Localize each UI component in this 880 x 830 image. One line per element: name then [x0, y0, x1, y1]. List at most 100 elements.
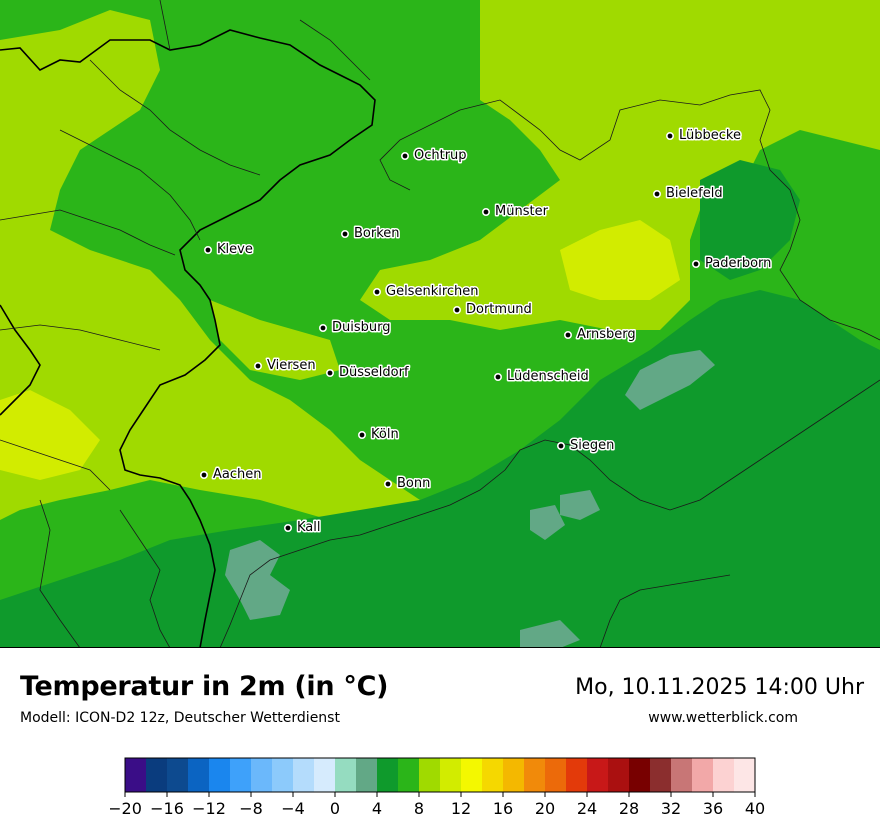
svg-text:Kall: Kall: [297, 520, 321, 535]
svg-text:Köln: Köln: [371, 427, 399, 442]
legend-swatch: [335, 758, 357, 792]
svg-text:Dortmund: Dortmund: [466, 302, 532, 317]
legend-swatch: [713, 758, 735, 792]
legend-tick-label: 8: [414, 799, 424, 818]
svg-text:Kleve: Kleve: [217, 242, 253, 257]
city-arnsberg[interactable]: Arnsberg: [563, 326, 637, 344]
svg-text:Siegen: Siegen: [570, 438, 614, 453]
city-markers: Lübbecke Ochtrup Bielefeld Münster Borke…: [200, 127, 773, 537]
legend-swatch: [377, 758, 399, 792]
svg-text:Bonn: Bonn: [397, 476, 430, 491]
legend-swatch: [188, 758, 210, 792]
svg-text:Viersen: Viersen: [267, 358, 316, 373]
temp-zone-hot-east: [560, 220, 680, 300]
temp-zone-warm-north: [360, 0, 880, 330]
legend-colorbar: −20 −16 −12 −8 −4 0 4 8 12 16 20 24 28 32 36 40: [108, 757, 765, 818]
city-kleve[interactable]: Kleve: [204, 241, 254, 259]
legend-swatch: [251, 758, 273, 792]
forecast-datetime: Mo, 10.11.2025 14:00 Uhr: [575, 675, 864, 700]
city-siegen[interactable]: Siegen: [556, 437, 616, 455]
svg-text:Bielefeld: Bielefeld: [666, 186, 723, 201]
legend-swatch: [356, 758, 378, 792]
svg-text:Aachen: Aachen: [213, 467, 261, 482]
legend-swatch: [503, 758, 525, 792]
model-info: Modell: ICON-D2 12z, Deutscher Wetterdie…: [20, 710, 340, 726]
city-kall[interactable]: Kall: [283, 519, 322, 537]
legend-tick-label: 12: [451, 799, 471, 818]
legend-swatch: [167, 758, 189, 792]
legend-swatch: [230, 758, 252, 792]
svg-text:Arnsberg: Arnsberg: [577, 327, 636, 342]
legend-tick-label: 36: [703, 799, 723, 818]
temp-zone-cold-eifel: [225, 540, 290, 620]
legend-tick-label: −12: [192, 799, 226, 818]
legend-swatch: [734, 758, 756, 792]
temp-zone-warm-west: [0, 10, 420, 530]
legend-tick-label: 32: [661, 799, 681, 818]
legend-tick-label: −4: [281, 799, 305, 818]
legend-swatch: [650, 758, 672, 792]
city-viersen[interactable]: Viersen: [254, 357, 317, 375]
city-bonn[interactable]: Bonn: [383, 475, 432, 493]
legend-tick-label: 24: [577, 799, 597, 818]
city-gelsenkirchen[interactable]: Gelsenkirchen: [372, 283, 480, 301]
svg-text:Ochtrup: Ochtrup: [414, 148, 467, 163]
legend-swatch: [272, 758, 294, 792]
temp-zone-warm-center: [210, 300, 340, 380]
legend-frame: [124, 757, 756, 793]
svg-text:Borken: Borken: [354, 226, 400, 241]
legend-tick-label: 16: [493, 799, 513, 818]
svg-text:Münster: Münster: [495, 204, 549, 219]
legend-swatch: [209, 758, 231, 792]
svg-text:Paderborn: Paderborn: [705, 256, 771, 271]
legend-tick-label: −16: [150, 799, 184, 818]
temp-zone-cold-rothaar: [530, 505, 565, 540]
legend-swatch: [671, 758, 693, 792]
temp-zone-cold-west: [560, 490, 600, 520]
legend-swatch: [587, 758, 609, 792]
country-borders: [0, 29, 376, 647]
color-legend: −20 −16 −12 −8 −4 0 4 8 12 16 20 24 28 32 36 40: [108, 752, 770, 822]
legend-swatch: [125, 758, 147, 792]
legend-tick-label: −8: [239, 799, 263, 818]
legend-swatch: [398, 758, 420, 792]
city-muenster[interactable]: Münster: [481, 203, 550, 221]
legend-tick-label: 20: [535, 799, 555, 818]
temp-zone-cold-siebengebirge: [520, 620, 580, 647]
legend-tick-label: −20: [110, 799, 142, 818]
legend-tick-label: 28: [619, 799, 639, 818]
city-borken[interactable]: Borken: [340, 225, 401, 243]
city-paderborn[interactable]: Paderborn: [691, 255, 773, 273]
legend-swatch: [545, 758, 567, 792]
city-luedenscheid[interactable]: Lüdenscheid: [493, 368, 590, 386]
legend-swatch: [419, 758, 441, 792]
temp-zone-cool-east: [700, 160, 800, 280]
city-duesseldorf[interactable]: Düsseldorf: [325, 364, 410, 382]
city-duisburg[interactable]: Duisburg: [318, 319, 392, 337]
map-title: Temperatur in 2m (in °C): [20, 671, 389, 702]
legend-tick-label: 4: [372, 799, 382, 818]
temperature-map[interactable]: Lübbecke Ochtrup Bielefeld Münster Borke…: [0, 0, 880, 648]
city-aachen[interactable]: Aachen: [200, 466, 263, 484]
city-koeln[interactable]: Köln: [357, 426, 400, 444]
legend-swatch: [629, 758, 651, 792]
svg-text:Gelsenkirchen: Gelsenkirchen: [386, 284, 479, 299]
svg-text:Lüdenscheid: Lüdenscheid: [507, 369, 589, 384]
legend-swatch: [608, 758, 630, 792]
legend-tick-label: 0: [330, 799, 340, 818]
legend-swatch: [293, 758, 315, 792]
svg-text:Düsseldorf: Düsseldorf: [339, 365, 409, 380]
city-dortmund[interactable]: Dortmund: [452, 301, 533, 319]
legend-swatch: [461, 758, 483, 792]
legend-swatch: [314, 758, 336, 792]
website-link[interactable]: www.wetterblick.com: [648, 710, 798, 726]
legend-swatch: [692, 758, 714, 792]
legend-swatch: [440, 758, 462, 792]
city-bielefeld[interactable]: Bielefeld: [652, 185, 724, 203]
temp-zone-cold-sauerland: [625, 350, 715, 410]
svg-text:Duisburg: Duisburg: [332, 320, 391, 335]
city-luebbecke[interactable]: Lübbecke: [665, 127, 742, 145]
legend-swatch: [146, 758, 168, 792]
city-ochtrup[interactable]: Ochtrup: [400, 147, 468, 165]
legend-swatch: [482, 758, 504, 792]
